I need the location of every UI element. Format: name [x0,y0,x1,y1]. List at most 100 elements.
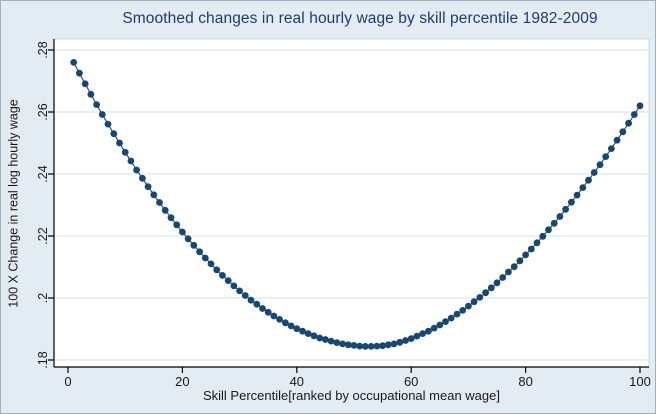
data-point [121,148,129,156]
data-point [362,343,369,350]
data-point [299,327,306,335]
y-tick-label: .2 [36,293,50,303]
data-point [247,296,255,304]
data-point [304,330,312,337]
data-point [499,274,507,281]
data-point [207,260,215,268]
data-point [407,335,415,342]
x-tick-label: 60 [404,374,418,389]
x-tick-label: 20 [175,374,189,389]
data-point [510,263,518,271]
data-point [608,145,615,153]
data-point [224,277,232,284]
data-point [516,257,524,265]
data-point [287,322,295,330]
data-point [550,219,558,227]
x-axis-title: Skill Percentile[ranked by occupational … [202,388,500,403]
data-point [173,221,181,229]
data-point [539,232,547,240]
data-point [459,307,467,314]
data-point [127,157,135,165]
data-point [573,191,581,199]
data-point [276,316,283,323]
data-point [259,305,266,312]
data-point [568,198,575,206]
y-tick-label: .18 [36,351,50,368]
data-point [213,266,221,274]
plot-background [53,38,650,368]
y-axis-title: 100 X Change in real log hourly wage [6,99,21,308]
data-point [161,206,169,214]
y-tick-label: .28 [36,41,50,58]
data-point [396,338,404,346]
data-point [482,289,489,297]
x-tick-label: 40 [290,374,304,389]
data-point [556,213,564,220]
data-point [453,310,461,318]
data-point [436,321,444,329]
data-point [81,80,89,88]
data-point [379,342,386,350]
data-point [241,292,249,299]
data-point [425,327,432,335]
data-point [442,318,449,325]
data-point [139,174,146,182]
data-point [413,332,421,340]
data-point [179,228,186,236]
data-point [270,312,278,320]
data-point [264,308,272,316]
data-point [476,294,484,301]
data-point [636,102,644,110]
data-point [310,332,318,340]
data-point [562,205,569,213]
data-point [201,254,209,262]
data-point [487,284,495,292]
data-point [333,339,341,346]
data-point [236,287,244,295]
chart-title: Smoothed changes in real hourly wage by … [122,10,598,27]
y-tick-label: .24 [36,165,50,182]
data-point [110,130,118,138]
data-point [590,169,598,176]
data-point [293,325,301,333]
x-tick-label: 80 [518,374,532,389]
data-point [133,166,141,174]
data-point [470,298,478,306]
data-point [322,336,329,343]
data-point [430,324,438,332]
data-point [596,161,604,169]
data-point [116,139,123,147]
data-point [384,341,392,349]
data-point [316,334,324,342]
data-point [93,101,100,108]
data-point [219,272,226,279]
data-point [390,340,398,348]
y-tick-label: .22 [36,227,50,244]
data-point [373,342,381,350]
data-point [465,302,472,310]
data-point [104,120,112,128]
data-point [579,184,587,192]
data-point [505,268,512,276]
data-point [190,241,198,249]
data-point [613,136,621,144]
data-point [327,337,335,345]
data-point [98,111,106,118]
data-point [156,199,163,206]
data-point [144,183,152,191]
data-point [196,248,204,256]
data-point [87,90,95,98]
x-tick-label: 100 [629,374,651,389]
data-point [585,176,592,184]
data-point [282,319,289,327]
data-point [447,314,455,322]
data-point [533,239,541,247]
data-point [527,245,535,253]
data-point [522,251,529,259]
data-point [493,279,501,287]
data-point [402,337,409,344]
x-tick-label: 0 [64,374,71,389]
y-tick-label: .26 [36,103,50,120]
data-point [419,330,426,337]
